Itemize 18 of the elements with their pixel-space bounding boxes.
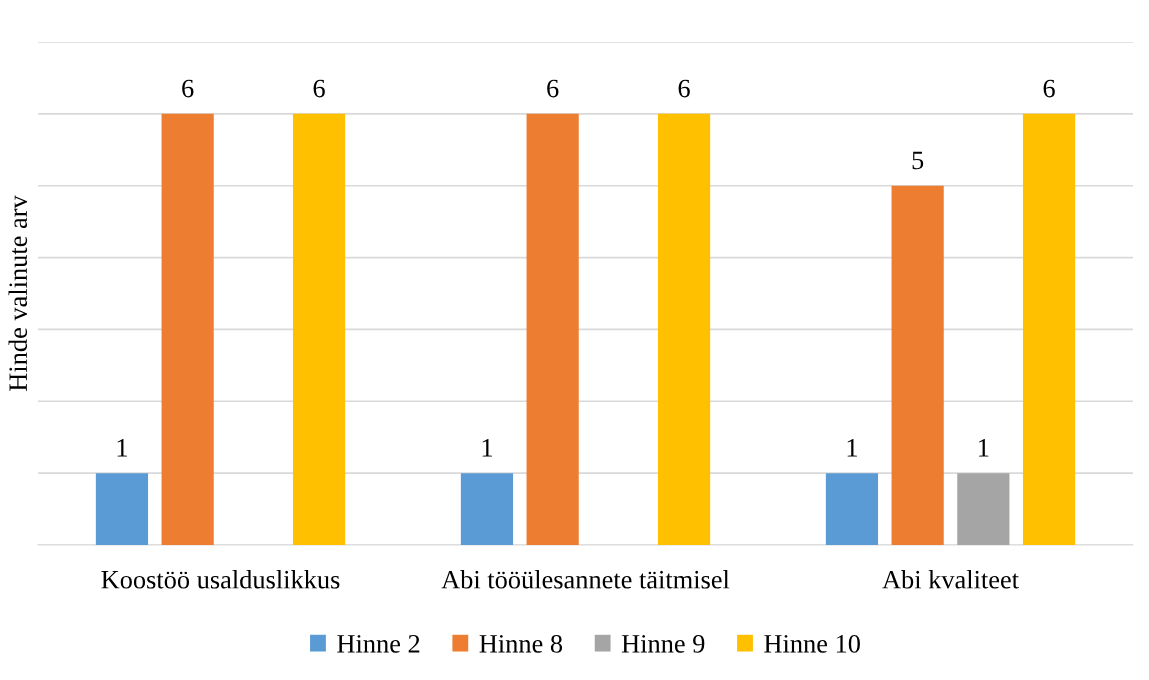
legend-label: Hinne 8	[479, 634, 563, 653]
data-label: 5	[912, 151, 924, 170]
data-label: 1	[847, 438, 857, 457]
legend-label: Hinne 9	[621, 634, 705, 653]
x-tick-label: Abi tööülesannete täitmisel	[441, 570, 730, 589]
data-label: 1	[979, 438, 989, 457]
data-label: 6	[678, 79, 690, 98]
y-axis-title: Hinde valinute arv	[8, 195, 28, 391]
data-label: 1	[117, 438, 127, 457]
data-label: 6	[547, 79, 559, 98]
data-label: 1	[482, 438, 492, 457]
legend-label: Hinne 2	[337, 634, 420, 653]
data-label: 6	[182, 79, 194, 98]
x-tick-label: Koostöö usalduslikkus	[101, 570, 340, 589]
data-label: 6	[1043, 79, 1055, 98]
x-tick-label: Abi kvaliteet	[882, 570, 1019, 589]
data-label: 6	[313, 79, 325, 98]
legend-label: Hinne 10	[764, 634, 860, 653]
